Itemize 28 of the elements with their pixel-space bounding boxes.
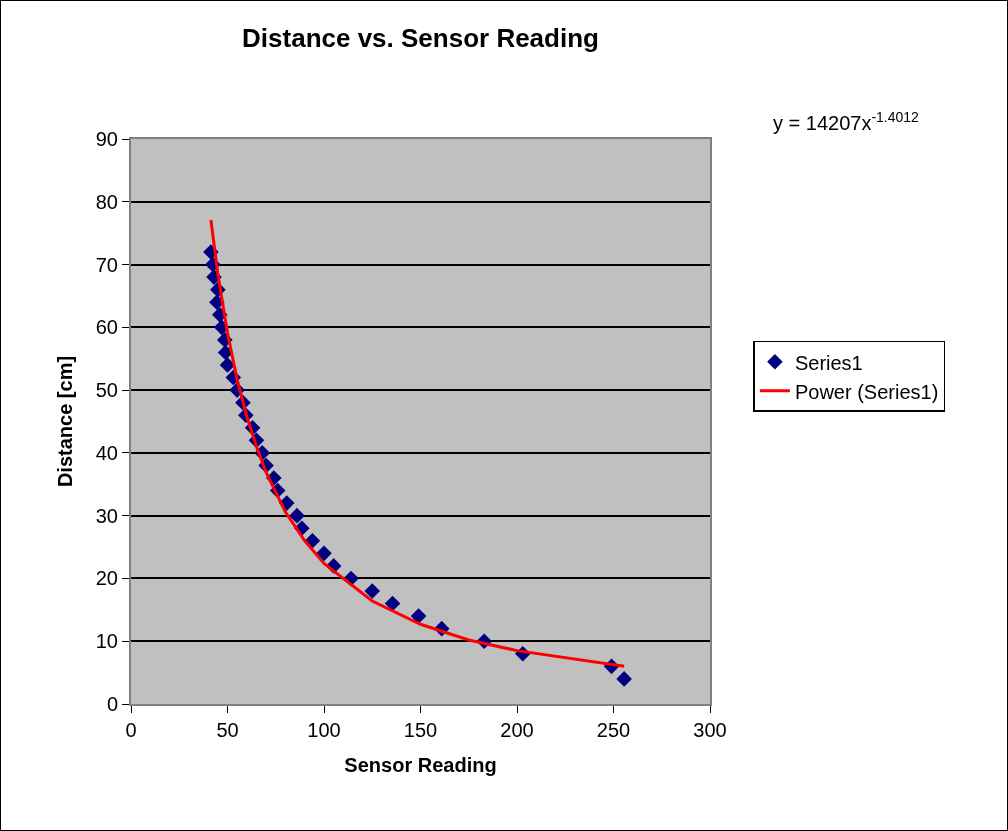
point	[410, 608, 427, 624]
y-axis-title: Distance [cm]	[53, 355, 76, 488]
legend-label: Power (Series1)	[794, 380, 939, 403]
y-tick-label: 20	[95, 567, 118, 590]
x-tick-label: 200	[500, 719, 534, 741]
x-tick-label: 250	[596, 719, 631, 741]
point	[364, 583, 381, 599]
y-tick-label: 70	[95, 253, 118, 276]
y-tick-label: 50	[95, 379, 118, 402]
x-tick-label: 0	[125, 719, 137, 741]
x-tick-label: 300	[693, 719, 727, 741]
legend-label: Series1	[794, 351, 863, 374]
x-tick-label: 100	[307, 719, 341, 741]
y-tick-label: 80	[95, 190, 118, 213]
y-tick-label: 60	[95, 316, 118, 339]
point	[616, 671, 632, 687]
x-tick-label: 50	[216, 719, 239, 741]
x-axis-title: Sensor Reading	[344, 754, 497, 776]
x-tick-label: 150	[403, 719, 438, 741]
point	[289, 507, 305, 524]
y-tick-label: 40	[95, 441, 118, 464]
text: y = 14207x$^{-1.4012}$	[773, 109, 920, 135]
y-tick-label: 0	[106, 693, 118, 715]
y-tick-label: 90	[95, 128, 118, 150]
chart-title: Distance vs. Sensor Reading	[242, 23, 599, 54]
y-tick-label: 30	[95, 504, 118, 527]
point	[316, 545, 332, 562]
y-tick-label: 10	[95, 630, 118, 653]
